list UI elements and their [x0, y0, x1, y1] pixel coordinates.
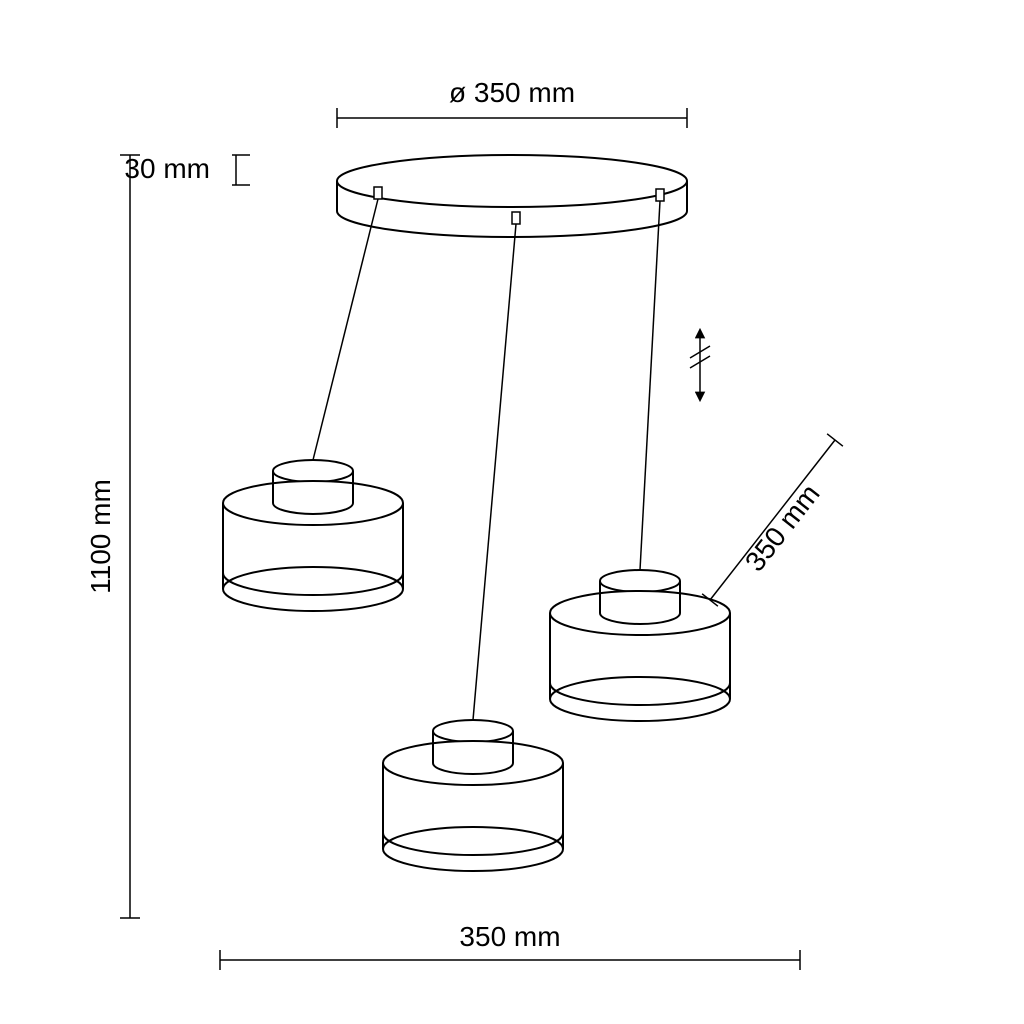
cord-connector: [656, 189, 664, 201]
canopy-top: [337, 155, 687, 207]
cord: [313, 199, 378, 460]
total-height-label: 1100 mm: [85, 479, 116, 594]
bottom-width-label: 350 mm: [459, 921, 560, 952]
pendant-lamp-diagram: ø 350 mm 1100 mm 30 mm 350 mm 350 mm: [0, 0, 1024, 1024]
canopy-height-label: 30 mm: [124, 153, 210, 184]
cord-connector: [374, 187, 382, 199]
cord-connector: [512, 212, 520, 224]
diameter-label: ø 350 mm: [449, 77, 575, 108]
lamp-shade: [383, 720, 563, 871]
lamp-shade: [550, 570, 730, 721]
cord: [473, 224, 516, 720]
diagonal-label: 350 mm: [739, 478, 826, 577]
lamp-shade: [223, 460, 403, 611]
cord: [640, 201, 660, 570]
